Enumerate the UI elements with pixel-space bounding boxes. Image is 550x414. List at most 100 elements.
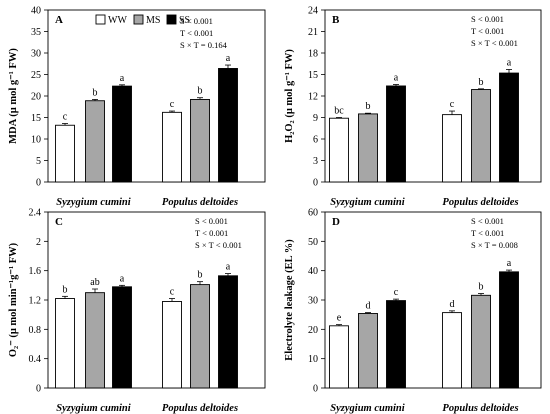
legend: WW MS SS — [95, 14, 190, 26]
y-tick-label: 50 — [308, 237, 318, 248]
significance-letter: b — [366, 101, 371, 112]
bar-ms — [471, 89, 491, 183]
panel-letter: C — [55, 216, 63, 228]
stats-annotation: T < 0.001 — [471, 228, 504, 238]
y-axis-label: O₂⁻ (μ mol min⁻¹g⁻¹ FW) — [8, 242, 19, 357]
bar-ms — [85, 292, 105, 389]
stats-annotation: S < 0.001 — [195, 216, 228, 226]
bar-ms — [85, 100, 105, 183]
x-category-label: Syzygium cumini — [56, 197, 130, 208]
significance-letter: a — [226, 53, 231, 64]
x-category-label: Populus deltoides — [442, 197, 518, 208]
bar-ss — [112, 85, 132, 183]
legend-label: SS — [179, 15, 190, 26]
x-category-label: Syzygium cumini — [330, 403, 404, 414]
significance-letter: b — [198, 270, 203, 281]
x-category-label: Syzygium cumini — [56, 403, 130, 414]
y-tick-label: 10 — [31, 135, 41, 146]
significance-letter: ab — [90, 277, 99, 288]
significance-letter: a — [226, 262, 231, 273]
stats-annotation: S < 0.001 — [471, 14, 504, 24]
y-tick-label: 0.4 — [29, 354, 42, 365]
bar-ms — [190, 98, 210, 183]
significance-letter: a — [394, 73, 399, 84]
bar-ms — [358, 313, 378, 389]
y-tick-label: 0.8 — [29, 325, 42, 336]
y-tick-label: 30 — [308, 296, 318, 307]
y-tick-label: 24 — [308, 6, 318, 17]
legend-swatch-ms — [133, 14, 144, 25]
y-tick-label: 40 — [31, 6, 41, 17]
chart-panel-c: 0 0.4 0.8 1.2 1.6 2 2.4 O₂⁻ (μ mol min⁻¹g⁻¹ FW)… — [8, 208, 266, 414]
significance-letter: d — [366, 301, 371, 312]
y-tick-label: 0 — [313, 178, 318, 189]
stats-annotation: T < 0.001 — [195, 228, 228, 238]
stats-annotation: T < 0.001 — [180, 28, 213, 38]
chart-panel-d: 0 10 20 30 40 50 60 Electrolyte leakage (EL %) D… — [284, 208, 542, 414]
y-tick-label: 30 — [31, 49, 41, 60]
legend-swatch-ss — [166, 14, 177, 25]
y-tick-label: 9 — [313, 113, 318, 124]
significance-letter: b — [479, 77, 484, 88]
panel-letter: A — [55, 14, 63, 26]
stats-annotation: S < 0.001 — [471, 216, 504, 226]
x-category-label: Populus deltoides — [442, 403, 518, 414]
bar-ww — [329, 325, 349, 389]
bar-ww — [162, 111, 182, 183]
x-category-label: Populus deltoides — [162, 197, 238, 208]
significance-letter: c — [63, 112, 68, 123]
legend-label: WW — [108, 15, 127, 26]
bar-ss — [218, 275, 238, 389]
y-tick-label: 1.2 — [29, 296, 42, 307]
significance-letter: e — [337, 313, 342, 324]
y-tick-label: 20 — [308, 325, 318, 336]
bar-ww — [442, 312, 462, 389]
y-tick-label: 2 — [36, 237, 41, 248]
y-tick-label: 0 — [36, 384, 41, 395]
y-tick-label: 6 — [313, 135, 318, 146]
bar-ms — [471, 294, 491, 389]
stats-annotation: S × T < 0.001 — [195, 240, 242, 250]
y-tick-label: 35 — [31, 27, 41, 38]
y-axis-label: MDA (μ mol g⁻¹ FW) — [8, 48, 19, 144]
significance-letter: a — [507, 258, 512, 269]
bar-ss — [218, 68, 238, 183]
significance-letter: b — [479, 282, 484, 293]
y-tick-label: 20 — [31, 92, 41, 103]
panel-letter: D — [332, 216, 340, 228]
y-tick-label: 3 — [313, 156, 318, 167]
significance-letter: a — [120, 273, 125, 284]
y-tick-label: 40 — [308, 266, 318, 277]
significance-letter: c — [450, 99, 455, 110]
stats-annotation: S < 0.001 — [180, 16, 213, 26]
bar-ss — [499, 271, 519, 389]
legend-swatch-ww — [95, 14, 106, 25]
chart-panel-a: 0 5 10 15 20 25 30 35 40 MDA (μ mol g⁻¹ FW) A Syzyg… — [8, 6, 266, 208]
significance-letter: c — [170, 99, 175, 110]
bar-ww — [442, 114, 462, 183]
y-axis-label: Electrolyte leakage (EL %) — [284, 239, 295, 361]
bar-ms — [358, 113, 378, 183]
y-tick-label: 5 — [36, 156, 41, 167]
y-tick-label: 2.4 — [29, 208, 42, 219]
significance-letter: a — [507, 57, 512, 68]
y-tick-label: 25 — [31, 70, 41, 81]
significance-letter: c — [394, 287, 399, 298]
y-tick-label: 0 — [36, 178, 41, 189]
y-tick-label: 10 — [308, 354, 318, 365]
y-tick-label: 12 — [308, 92, 318, 103]
significance-letter: b — [198, 86, 203, 97]
legend-label: MS — [146, 15, 160, 26]
bar-ms — [190, 284, 210, 389]
y-tick-label: 21 — [308, 27, 318, 38]
y-axis-label: H₂O₂ (μ mol g⁻¹ FW) — [284, 49, 295, 143]
bar-ww — [55, 298, 75, 389]
bar-ww — [162, 301, 182, 389]
chart-panel-b: 0 3 6 9 12 15 18 21 24 H₂O₂ (μ mol g⁻¹ FW) B Syzygi… — [284, 6, 542, 208]
bar-ww — [329, 117, 349, 183]
stats-annotation: T < 0.001 — [471, 26, 504, 36]
y-tick-label: 18 — [308, 49, 318, 60]
significance-letter: d — [450, 299, 455, 310]
stats-annotation: S × T = 0.164 — [180, 40, 228, 50]
